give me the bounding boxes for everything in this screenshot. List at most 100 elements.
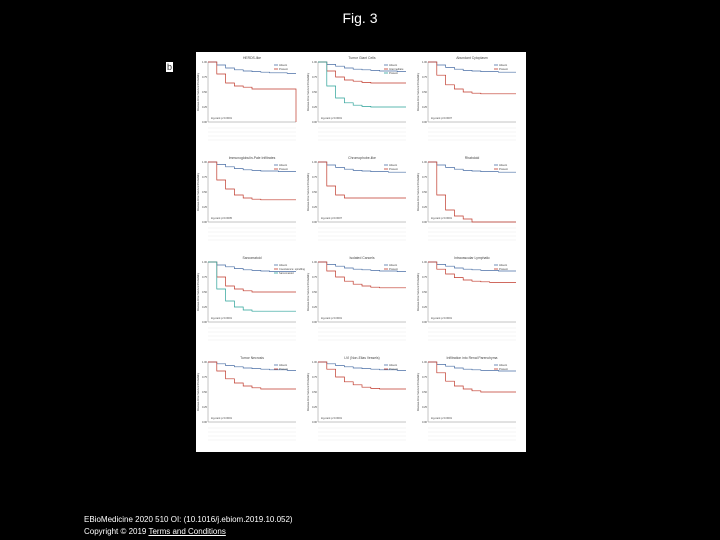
y-tick-label: 1.00 [202, 360, 208, 364]
y-axis-label: Disease-Free Survival Probability [416, 372, 420, 411]
y-tick-label: 1.00 [202, 160, 208, 164]
p-value-label: log-rank p<0.0001 [321, 316, 343, 320]
y-tick-label: 0.50 [312, 390, 318, 394]
legend-label: Present [279, 167, 288, 171]
survival-curve [318, 361, 406, 390]
legend-label: Present [389, 267, 398, 271]
survival-curve [318, 61, 406, 108]
y-tick-label: 0.00 [202, 420, 208, 424]
y-tick-label: 0.50 [422, 90, 428, 94]
y-tick-label: 0.75 [202, 75, 208, 79]
y-tick-label: 0.00 [312, 120, 318, 124]
terms-link[interactable]: Terms and Conditions [148, 527, 226, 536]
survival-curve [318, 261, 406, 289]
km-chart: Immunoglobulin-Pale Infiltrates 1.00 0.75 0… [196, 156, 296, 241]
legend-label: Absent [389, 63, 397, 67]
y-tick-label: 0.00 [202, 220, 208, 224]
panel-title: Sarcomatoid [242, 256, 261, 260]
panel-title: Isolated Cancels [349, 256, 374, 260]
citation-text: EBioMedicine 2020 510 OI: (10.1016/j.ebi… [84, 515, 293, 524]
km-panel: Chromophobe-like 1.00 0.75 0.50 0.25 0.00 Dise… [306, 152, 416, 285]
y-tick-label: 0.00 [312, 220, 318, 224]
legend-label: Present [499, 67, 508, 71]
y-tick-label: 0.50 [422, 390, 428, 394]
legend-label: Present [389, 167, 398, 171]
y-tick-label: 1.00 [422, 260, 428, 264]
p-value-label: log-rank p<0.0001 [211, 116, 233, 120]
survival-curve [208, 61, 297, 122]
p-value-label: log-rank p<0.0001 [211, 316, 233, 320]
y-tick-label: 0.50 [202, 190, 208, 194]
km-panel: Tumor Necrosis 1.00 0.75 0.50 0.25 0.00 Diseas… [196, 352, 306, 485]
survival-curve [318, 261, 406, 272]
y-tick-label: 0.00 [312, 320, 318, 324]
y-tick-label: 0.25 [312, 105, 318, 109]
y-tick-label: 0.75 [202, 375, 208, 379]
km-panel: HERDS-like 1.00 0.75 0.50 0.25 0.00 Disease-Fr… [196, 52, 306, 185]
panel-title: Tumor Giant Cells [348, 56, 375, 60]
y-axis-label: Disease-Free Survival Probability [306, 272, 310, 311]
panel-title: LVI (Non-Elias Vessels) [344, 356, 379, 360]
y-tick-label: 0.75 [422, 375, 428, 379]
y-tick-label: 0.25 [312, 305, 318, 309]
y-tick-label: 0.50 [422, 190, 428, 194]
survival-curve [428, 61, 516, 73]
legend-label: Absent [279, 263, 287, 267]
survival-curve [208, 361, 296, 390]
y-axis-label: Disease-Free Survival Probability [196, 72, 200, 111]
y-axis-label: Disease-Free Survival Probability [196, 272, 200, 311]
y-tick-label: 0.00 [202, 120, 208, 124]
y-axis-label: Disease-Free Survival Probability [416, 172, 420, 211]
y-axis-label: Disease-Free Survival Probability [306, 72, 310, 111]
p-value-label: log-rank p=0.0007 [321, 216, 343, 220]
legend-label: Present [499, 267, 508, 271]
legend-label: Absent [499, 163, 507, 167]
survival-curve [428, 61, 516, 95]
y-axis-label: Disease-Free Survival Probability [196, 372, 200, 411]
y-axis-label: Disease-Free Survival Probability [416, 272, 420, 311]
survival-curve [208, 361, 296, 371]
y-tick-label: 1.00 [422, 360, 428, 364]
y-axis-label: Disease-Free Survival Probability [306, 172, 310, 211]
figure-image: HERDS-like 1.00 0.75 0.50 0.25 0.00 Disease-Fr… [196, 52, 526, 452]
survival-curve [318, 161, 406, 199]
copyright-text: Copyright © 2019 [84, 527, 147, 536]
survival-curve [208, 61, 296, 74]
panel-title: Chromophobe-like [348, 156, 376, 160]
km-panel: Isolated Cancels 1.00 0.75 0.50 0.25 0.00 Dise… [306, 252, 416, 385]
p-value-label: log-rank p<0.0001 [431, 216, 453, 220]
legend-label: Present [499, 367, 508, 371]
survival-curve [318, 61, 406, 84]
y-tick-label: 1.00 [312, 60, 318, 64]
survival-curve [318, 61, 406, 72]
y-tick-label: 0.00 [202, 320, 208, 324]
survival-curve [318, 361, 406, 371]
legend-label: Absent [279, 363, 287, 367]
survival-curve [318, 161, 406, 173]
survival-curve [208, 161, 296, 201]
y-tick-label: 1.00 [312, 360, 318, 364]
km-chart: Sarcomatoid 1.00 0.75 0.50 0.25 0.00 Disease-F… [196, 256, 306, 341]
legend-label: Present [279, 367, 288, 371]
km-chart: Chromophobe-like 1.00 0.75 0.50 0.25 0.00 Dise… [306, 156, 406, 241]
figure-title: Fig. 3 [342, 10, 378, 26]
p-value-label: log-rank p<0.0001 [321, 416, 343, 420]
y-tick-label: 0.25 [422, 205, 428, 209]
km-chart: Infiltration into Renal Parenchyma 1.00 0.… [416, 356, 516, 441]
y-tick-label: 0.25 [422, 405, 428, 409]
survival-curve [208, 161, 296, 172]
y-tick-label: 0.50 [202, 290, 208, 294]
legend-label: Intermediate [389, 67, 404, 71]
legend-label: Absent [279, 163, 287, 167]
survival-curve [428, 161, 516, 223]
legend-label: Absent [499, 363, 507, 367]
p-value-label: log-rank p=0.0007 [431, 116, 453, 120]
km-panel: Infiltration into Renal Parenchyma 1.00 0.… [416, 352, 526, 485]
y-tick-label: 0.75 [422, 275, 428, 279]
legend-label: Absent [389, 163, 397, 167]
y-tick-label: 0.25 [202, 205, 208, 209]
km-panel: Immunoglobulin-Pale Infiltrates 1.00 0.75 0… [196, 152, 306, 285]
y-tick-label: 0.75 [202, 275, 208, 279]
y-tick-label: 0.00 [312, 420, 318, 424]
y-tick-label: 0.50 [312, 290, 318, 294]
